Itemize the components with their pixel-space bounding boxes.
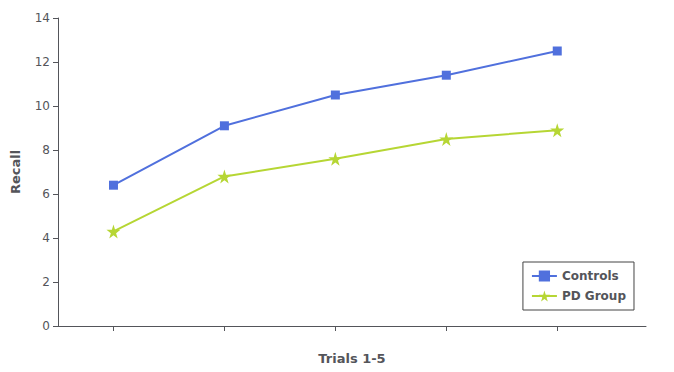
svg-text:Controls: Controls [562,269,619,283]
svg-text:2: 2 [42,275,50,289]
svg-text:0: 0 [42,319,50,333]
svg-text:8: 8 [42,143,50,157]
svg-text:Trials 1-5: Trials 1-5 [318,351,385,366]
svg-text:6: 6 [42,187,50,201]
svg-text:4: 4 [42,231,50,245]
svg-text:10: 10 [35,99,50,113]
svg-text:12: 12 [35,55,50,69]
svg-text:PD Group: PD Group [562,289,626,303]
svg-text:14: 14 [35,11,50,25]
svg-text:Recall: Recall [8,150,23,194]
